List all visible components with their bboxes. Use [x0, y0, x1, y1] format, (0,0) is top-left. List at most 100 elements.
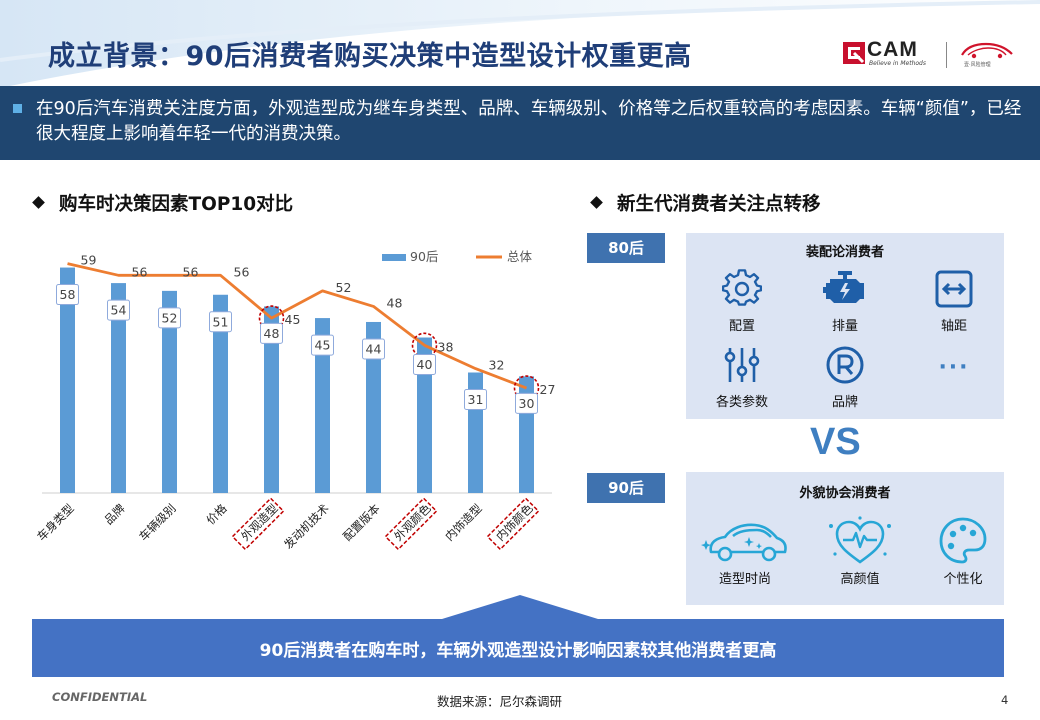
- gen-80s-panel-title: 装配论消费者: [805, 245, 884, 260]
- bar-90s: [315, 318, 330, 493]
- bar-value-label: 40: [417, 357, 433, 372]
- bar-value-label: 58: [60, 287, 76, 302]
- attribute-more: ···: [904, 355, 1004, 380]
- sliders-icon: [724, 348, 760, 382]
- category-tick-label: 发动机技术: [281, 501, 332, 552]
- highlight-box: [231, 497, 285, 551]
- attribute-good-looks-label: 高颜值: [840, 572, 880, 587]
- bar-90s: [366, 321, 381, 493]
- category-tick-label: 车身类型: [34, 501, 76, 543]
- attribute-brand: 品牌: [795, 345, 895, 410]
- bar-value-box: [209, 311, 232, 333]
- category-tick-label: 价格: [203, 501, 230, 528]
- line-value-label: 38: [438, 339, 454, 354]
- logo-divider: [946, 42, 947, 68]
- category-tick-label: 品牌: [101, 501, 127, 527]
- cam-logo-text: CAM: [867, 38, 918, 61]
- attribute-personalized: 个性化: [913, 516, 1013, 587]
- attribute-parameters-label: 各类参数: [715, 395, 768, 410]
- heartbeat-icon: [829, 516, 891, 564]
- ellipsis-icon: ···: [938, 355, 970, 380]
- bar-value-label: 52: [162, 310, 178, 325]
- intro-band: [0, 86, 1040, 160]
- attribute-displacement: 排量: [795, 269, 895, 334]
- bar-value-label: 30: [519, 396, 535, 411]
- decision-factor-chart: 90后 总体 58 54 52 51 48 45 44 40 31 30 59 56 56 56 45 52 4…: [34, 249, 556, 552]
- legend-label-90s: 90后: [410, 249, 438, 264]
- intro-text: 在90后汽车消费关注度方面，外观造型成为继车身类型、品牌、车辆级别、价格等之后权…: [36, 99, 1022, 144]
- car-logo-icon: [961, 42, 1013, 59]
- bar-value-box: [260, 322, 283, 344]
- line-value-label: 48: [387, 295, 403, 310]
- attribute-wheelbase-label: 轴距: [940, 319, 967, 334]
- line-value-label: 27: [540, 382, 556, 397]
- legend-swatch-90s: [382, 254, 406, 261]
- attribute-parameters: 各类参数: [692, 345, 792, 410]
- attribute-wheelbase: 轴距: [904, 269, 1004, 334]
- conclusion-banner: [32, 595, 1004, 677]
- shift-section-heading-text: 新生代消费者关注点转移: [617, 194, 821, 215]
- gen-90s-tag: 90后: [587, 473, 665, 503]
- bar-90s: [264, 306, 279, 493]
- page-title: 成立背景：90后消费者购买决策中造型设计权重更高: [48, 41, 692, 72]
- partner-logo: 壹·风险管理: [958, 40, 1016, 70]
- bar-90s: [417, 337, 432, 493]
- attribute-good-looks: 高颜值: [810, 516, 910, 587]
- partner-logo-tagline: 壹·风险管理: [964, 62, 991, 68]
- line-value-label: 59: [81, 253, 97, 268]
- chart-legend: 90后 总体: [382, 249, 533, 264]
- bar-value-box: [158, 307, 181, 329]
- bar-value-box: [464, 389, 487, 410]
- sparkle-car-icon: [701, 523, 787, 562]
- gen-80s-panel: 装配论消费者 配置 排量: [686, 233, 1004, 419]
- data-source: 数据来源：尼尔森调研: [437, 694, 563, 709]
- bar-value-label: 31: [468, 392, 484, 407]
- line-value-label: 52: [336, 280, 352, 295]
- bar-value-label: 54: [111, 303, 127, 318]
- vs-label: VS: [810, 421, 861, 463]
- category-tick-label: 配置版本: [340, 501, 383, 544]
- confidential-label: CONFIDENTIAL: [52, 690, 148, 704]
- attribute-stylish-label: 造型时尚: [718, 572, 771, 587]
- header-background: [0, 0, 1040, 88]
- chart-section-heading-text: 购车时决策因素TOP10对比: [59, 194, 294, 215]
- cam-logo-mark-icon: [843, 42, 865, 64]
- gen-90s-panel: 外貌协会消费者 造型时尚: [686, 472, 1004, 605]
- gear-icon: [722, 269, 762, 306]
- category-tick-label: 内饰颜色: [493, 501, 536, 544]
- bar-value-box: [413, 354, 436, 376]
- palette-icon: [939, 517, 987, 564]
- attribute-personalized-label: 个性化: [943, 572, 983, 587]
- bar-value-label: 45: [315, 338, 331, 353]
- chart-section-heading: 购车时决策因素TOP10对比: [32, 190, 294, 216]
- attribute-brand-label: 品牌: [831, 395, 858, 410]
- legend-label-overall: 总体: [507, 249, 533, 264]
- bar-value-box: [107, 299, 130, 321]
- highlight-circle: [513, 375, 540, 401]
- bar-90s: [60, 267, 75, 493]
- highlight-box: [486, 497, 540, 551]
- bar-90s: [213, 294, 228, 493]
- bar-value-label: 51: [213, 314, 229, 329]
- attribute-config: 配置: [692, 269, 792, 334]
- diamond-bullet-icon: [32, 196, 45, 209]
- page-number: 4: [1001, 693, 1009, 707]
- bar-90s: [162, 290, 177, 493]
- bar-value-box: [515, 392, 538, 414]
- cam-logo-tagline: Believe in Methods: [869, 60, 926, 67]
- gen-80s-tag: 80后: [587, 233, 665, 263]
- attribute-stylish: 造型时尚: [690, 516, 800, 587]
- category-tick-label: 外观颜色: [391, 501, 434, 544]
- line-value-label: 56: [234, 264, 250, 279]
- line-value-label: 45: [285, 312, 301, 327]
- diamond-bullet-icon: [590, 196, 603, 209]
- category-tick-label: 内饰造型: [442, 501, 484, 543]
- line-value-label: 56: [132, 264, 148, 279]
- line-value-label: 56: [183, 264, 199, 279]
- intro-bullet-icon: [13, 104, 22, 113]
- bar-value-box: [362, 338, 385, 360]
- conclusion-text: 90后消费者在购车时，车辆外观造型设计影响因素较其他消费者更高: [259, 641, 777, 661]
- gen-90s-panel-title: 外貌协会消费者: [799, 486, 891, 501]
- shift-section-heading: 新生代消费者关注点转移: [590, 190, 821, 216]
- wheelbase-icon: [935, 270, 973, 308]
